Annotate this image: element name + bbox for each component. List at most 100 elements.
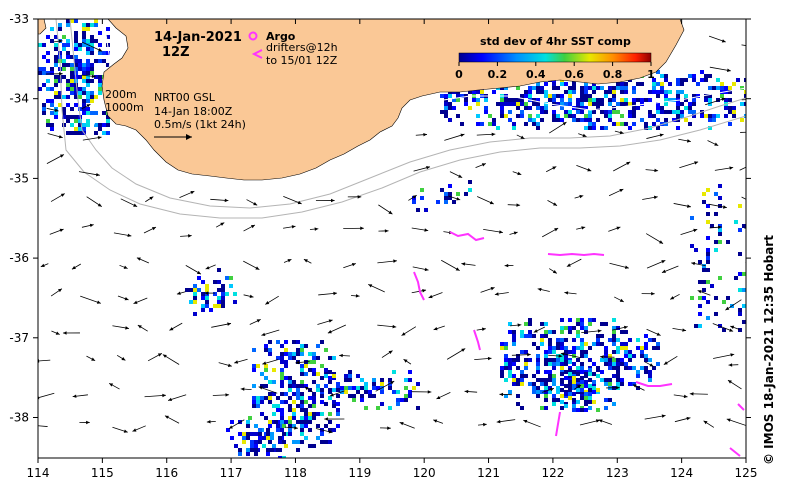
current-arrowhead xyxy=(72,394,77,398)
sst-cell xyxy=(246,432,250,436)
sst-cell xyxy=(388,386,392,390)
sst-cell xyxy=(604,382,608,386)
sst-cell xyxy=(300,392,304,396)
current-arrowhead xyxy=(333,291,338,296)
current-arrowhead xyxy=(224,198,229,203)
sst-cell xyxy=(78,91,82,95)
sst-cell xyxy=(62,59,66,63)
sst-cell xyxy=(632,382,636,386)
sst-cell xyxy=(612,326,616,330)
sst-cell xyxy=(284,444,288,448)
sst-cell xyxy=(536,126,540,130)
sst-cell xyxy=(596,374,600,378)
sst-cell xyxy=(556,390,560,394)
sst-cell xyxy=(652,82,656,86)
sst-cell xyxy=(628,382,632,386)
sst-cell xyxy=(548,370,552,374)
sst-cell xyxy=(720,82,724,86)
current-arrowhead xyxy=(124,297,129,301)
sst-cell xyxy=(744,78,746,82)
sst-cell xyxy=(264,344,268,348)
sst-cell xyxy=(612,362,616,366)
sst-cell xyxy=(344,374,348,378)
sst-cell xyxy=(722,300,726,304)
sst-cell xyxy=(544,82,548,86)
sst-cell xyxy=(564,384,568,388)
sst-cell xyxy=(652,86,656,90)
sst-cell xyxy=(588,358,592,362)
sst-cell xyxy=(672,118,676,122)
map-hour: 12Z xyxy=(162,45,190,60)
current-arrowhead xyxy=(297,200,302,205)
sst-cell xyxy=(308,444,312,448)
sst-cell xyxy=(332,356,336,360)
sst-cell xyxy=(296,392,300,396)
sst-cell xyxy=(742,320,746,324)
sst-cell xyxy=(78,95,82,99)
sst-cell xyxy=(193,284,197,288)
sst-cell xyxy=(576,334,580,338)
drifter-track xyxy=(635,381,673,387)
sst-cell xyxy=(684,106,688,110)
current-arrowhead xyxy=(682,328,687,332)
sst-cell xyxy=(732,82,736,86)
sst-cell xyxy=(98,127,102,131)
sst-cell xyxy=(584,94,588,98)
sst-cell xyxy=(250,448,254,452)
sst-cell xyxy=(98,87,102,91)
sst-cell xyxy=(504,346,508,350)
sst-cell xyxy=(316,424,320,428)
sst-cell xyxy=(576,330,580,334)
current-arrowhead xyxy=(686,139,691,143)
drifter-legend-line1: drifters@12h xyxy=(266,41,338,54)
sst-cell xyxy=(616,338,620,342)
sst-cell xyxy=(90,91,94,95)
sst-cell xyxy=(252,348,256,352)
current-arrowhead xyxy=(59,228,64,233)
sst-cell xyxy=(452,98,456,102)
sst-cell xyxy=(312,412,316,416)
sst-cell xyxy=(197,276,201,280)
current-arrowhead xyxy=(456,197,461,201)
sst-cell xyxy=(444,106,448,110)
sst-cell xyxy=(520,94,524,98)
sst-cell xyxy=(544,394,548,398)
sst-cell xyxy=(364,386,368,390)
sst-cell xyxy=(540,322,544,326)
sst-cell xyxy=(320,440,324,444)
current-arrowhead xyxy=(164,415,169,419)
sst-cell xyxy=(612,334,616,338)
sst-cell xyxy=(82,23,86,27)
sst-cell xyxy=(580,98,584,102)
sst-cell xyxy=(732,106,736,110)
sst-cell xyxy=(448,118,452,122)
sst-cell xyxy=(404,394,408,398)
sst-cell xyxy=(644,354,648,358)
sst-cell xyxy=(270,432,274,436)
current-arrowhead xyxy=(566,263,571,267)
sst-cell xyxy=(94,23,98,27)
sst-cell xyxy=(78,67,82,71)
sst-cell xyxy=(718,240,722,244)
sst-cell xyxy=(692,74,696,78)
sst-cell xyxy=(268,352,272,356)
sst-cell xyxy=(272,412,276,416)
sst-cell xyxy=(264,376,268,380)
sst-cell xyxy=(94,95,98,99)
sst-cell xyxy=(552,118,556,122)
sst-cell xyxy=(82,75,86,79)
current-arrowhead xyxy=(670,296,675,300)
sst-cell xyxy=(106,123,110,127)
sst-cell xyxy=(536,102,540,106)
sst-cell xyxy=(440,110,444,114)
sst-cell xyxy=(258,436,262,440)
sst-cell xyxy=(278,456,282,458)
sst-cell xyxy=(492,118,496,122)
sst-cell xyxy=(520,378,524,382)
current-arrowhead xyxy=(388,210,393,215)
current-arrowhead xyxy=(329,393,334,397)
sst-cell xyxy=(604,378,608,382)
sst-cell xyxy=(254,424,258,428)
sst-cell xyxy=(78,131,82,135)
current-arrowhead xyxy=(132,428,137,432)
